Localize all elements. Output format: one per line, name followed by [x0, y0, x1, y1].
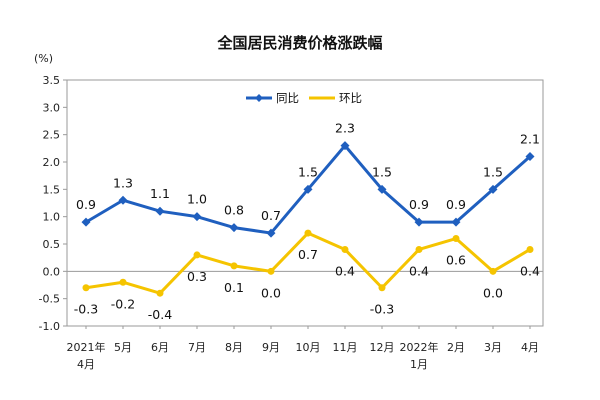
y-tick-label: -1.0	[39, 320, 60, 333]
series-yoy: 0.9 1.3 1.1 1.0 0.8 0.7 1.5 2.3 1.5 0.9 0.9 1.5 2.1	[76, 121, 540, 238]
data-point	[81, 217, 91, 227]
x-tick-label: 4月	[521, 341, 539, 354]
data-point	[229, 223, 239, 233]
data-point	[119, 278, 127, 286]
x-tick-label: 8月	[225, 341, 243, 354]
data-point	[452, 235, 460, 243]
data-label: 0.7	[298, 247, 318, 262]
x-tick-label: 2022年	[400, 340, 439, 354]
legend-marker	[255, 94, 263, 102]
data-label: 1.3	[113, 175, 133, 190]
x-tick-label: 5月	[114, 341, 132, 354]
data-label: 0.7	[261, 208, 281, 223]
data-point	[267, 267, 275, 275]
data-label: 0.4	[520, 263, 540, 278]
data-label: 1.1	[150, 186, 170, 201]
x-tick-label: 2月	[447, 341, 465, 354]
data-point	[526, 245, 534, 253]
data-point	[303, 184, 313, 194]
x-axis: 2021年 4月 5月 6月 7月 8月 9月 10月 11月 12月 2022年 1月 2月 3月 4月	[67, 326, 539, 371]
data-point	[230, 262, 238, 270]
data-point	[266, 228, 276, 238]
data-label: 0.4	[409, 263, 429, 278]
x-tick-label-line2: 1月	[410, 358, 428, 371]
y-tick-label: 2.0	[43, 156, 61, 169]
x-tick-label: 7月	[188, 341, 206, 354]
data-label: 0.9	[76, 197, 96, 212]
data-label: -0.2	[111, 296, 135, 311]
y-axis-unit-label: (%)	[34, 52, 53, 65]
y-tick-label: 1.0	[43, 211, 61, 224]
data-label: 0.8	[224, 203, 244, 218]
x-tick-label: 6月	[151, 341, 169, 354]
x-tick-label: 9月	[262, 341, 280, 354]
y-tick-label: 3.5	[43, 74, 61, 87]
x-tick-label-line2: 4月	[77, 358, 95, 371]
data-label: 2.3	[335, 121, 355, 136]
data-point	[525, 152, 535, 162]
x-tick-label: 10月	[296, 341, 321, 354]
x-tick-label: 11月	[333, 341, 358, 354]
x-tick-label: 12月	[370, 341, 395, 354]
data-label: 1.5	[298, 164, 318, 179]
data-point	[341, 245, 349, 253]
data-point	[489, 267, 497, 275]
data-label: 1.5	[483, 164, 503, 179]
y-tick-label: 2.5	[43, 129, 61, 142]
data-label: 0.6	[446, 253, 466, 268]
y-tick-label: 3.0	[43, 101, 61, 114]
data-point	[155, 206, 165, 216]
legend-item-mom: 环比	[309, 91, 362, 105]
data-point	[377, 184, 387, 194]
data-point	[304, 229, 312, 237]
series-layer: 0.9 1.3 1.1 1.0 0.8 0.7 1.5 2.3 1.5 0.9 0.9 1.5 2.1 -…	[74, 121, 540, 323]
data-label: 1.5	[372, 164, 392, 179]
data-point	[118, 195, 128, 205]
y-tick-label: -0.5	[39, 293, 60, 306]
data-point	[378, 284, 386, 292]
y-tick-label: 0.0	[43, 265, 61, 278]
data-point	[415, 245, 423, 253]
legend-label: 同比	[276, 91, 299, 105]
legend-label: 环比	[339, 91, 362, 105]
data-label: 1.0	[187, 192, 207, 207]
legend: 同比 环比	[246, 91, 362, 105]
data-label: 0.9	[409, 197, 429, 212]
data-point	[340, 141, 350, 151]
y-tick-label: 1.5	[43, 183, 61, 196]
data-label: -0.3	[74, 302, 98, 317]
data-point	[193, 251, 201, 259]
data-label: 0.9	[446, 197, 466, 212]
legend-item-yoy: 同比	[246, 91, 299, 105]
plot-area-frame	[66, 79, 544, 327]
x-tick-label: 2021年	[67, 340, 106, 354]
data-label: 0.4	[335, 263, 355, 278]
data-point	[82, 284, 90, 292]
data-label: 2.1	[520, 132, 540, 147]
data-point	[451, 217, 461, 227]
data-label: -0.4	[148, 307, 172, 322]
data-label: 0.0	[261, 285, 281, 300]
x-tick-label: 3月	[484, 341, 502, 354]
data-label: 0.3	[187, 269, 207, 284]
data-label: 0.0	[483, 285, 503, 300]
data-point	[192, 212, 202, 222]
data-point	[488, 184, 498, 194]
y-axis: 3.5 3.0 2.5 2.0 1.5 1.0 0.5 0.0 -0.5 -1.0	[39, 74, 67, 333]
chart-title: 全国居民消费价格涨跌幅	[216, 34, 382, 52]
data-label: 0.1	[224, 280, 244, 295]
series-mom: -0.3 -0.2 -0.4 0.3 0.1 0.0 0.7 0.4 -0.3 0.4 0.6 0.0…	[74, 229, 540, 322]
data-label: -0.3	[370, 302, 394, 317]
y-tick-label: 0.5	[43, 238, 61, 251]
data-point	[156, 289, 164, 297]
data-point	[414, 217, 424, 227]
